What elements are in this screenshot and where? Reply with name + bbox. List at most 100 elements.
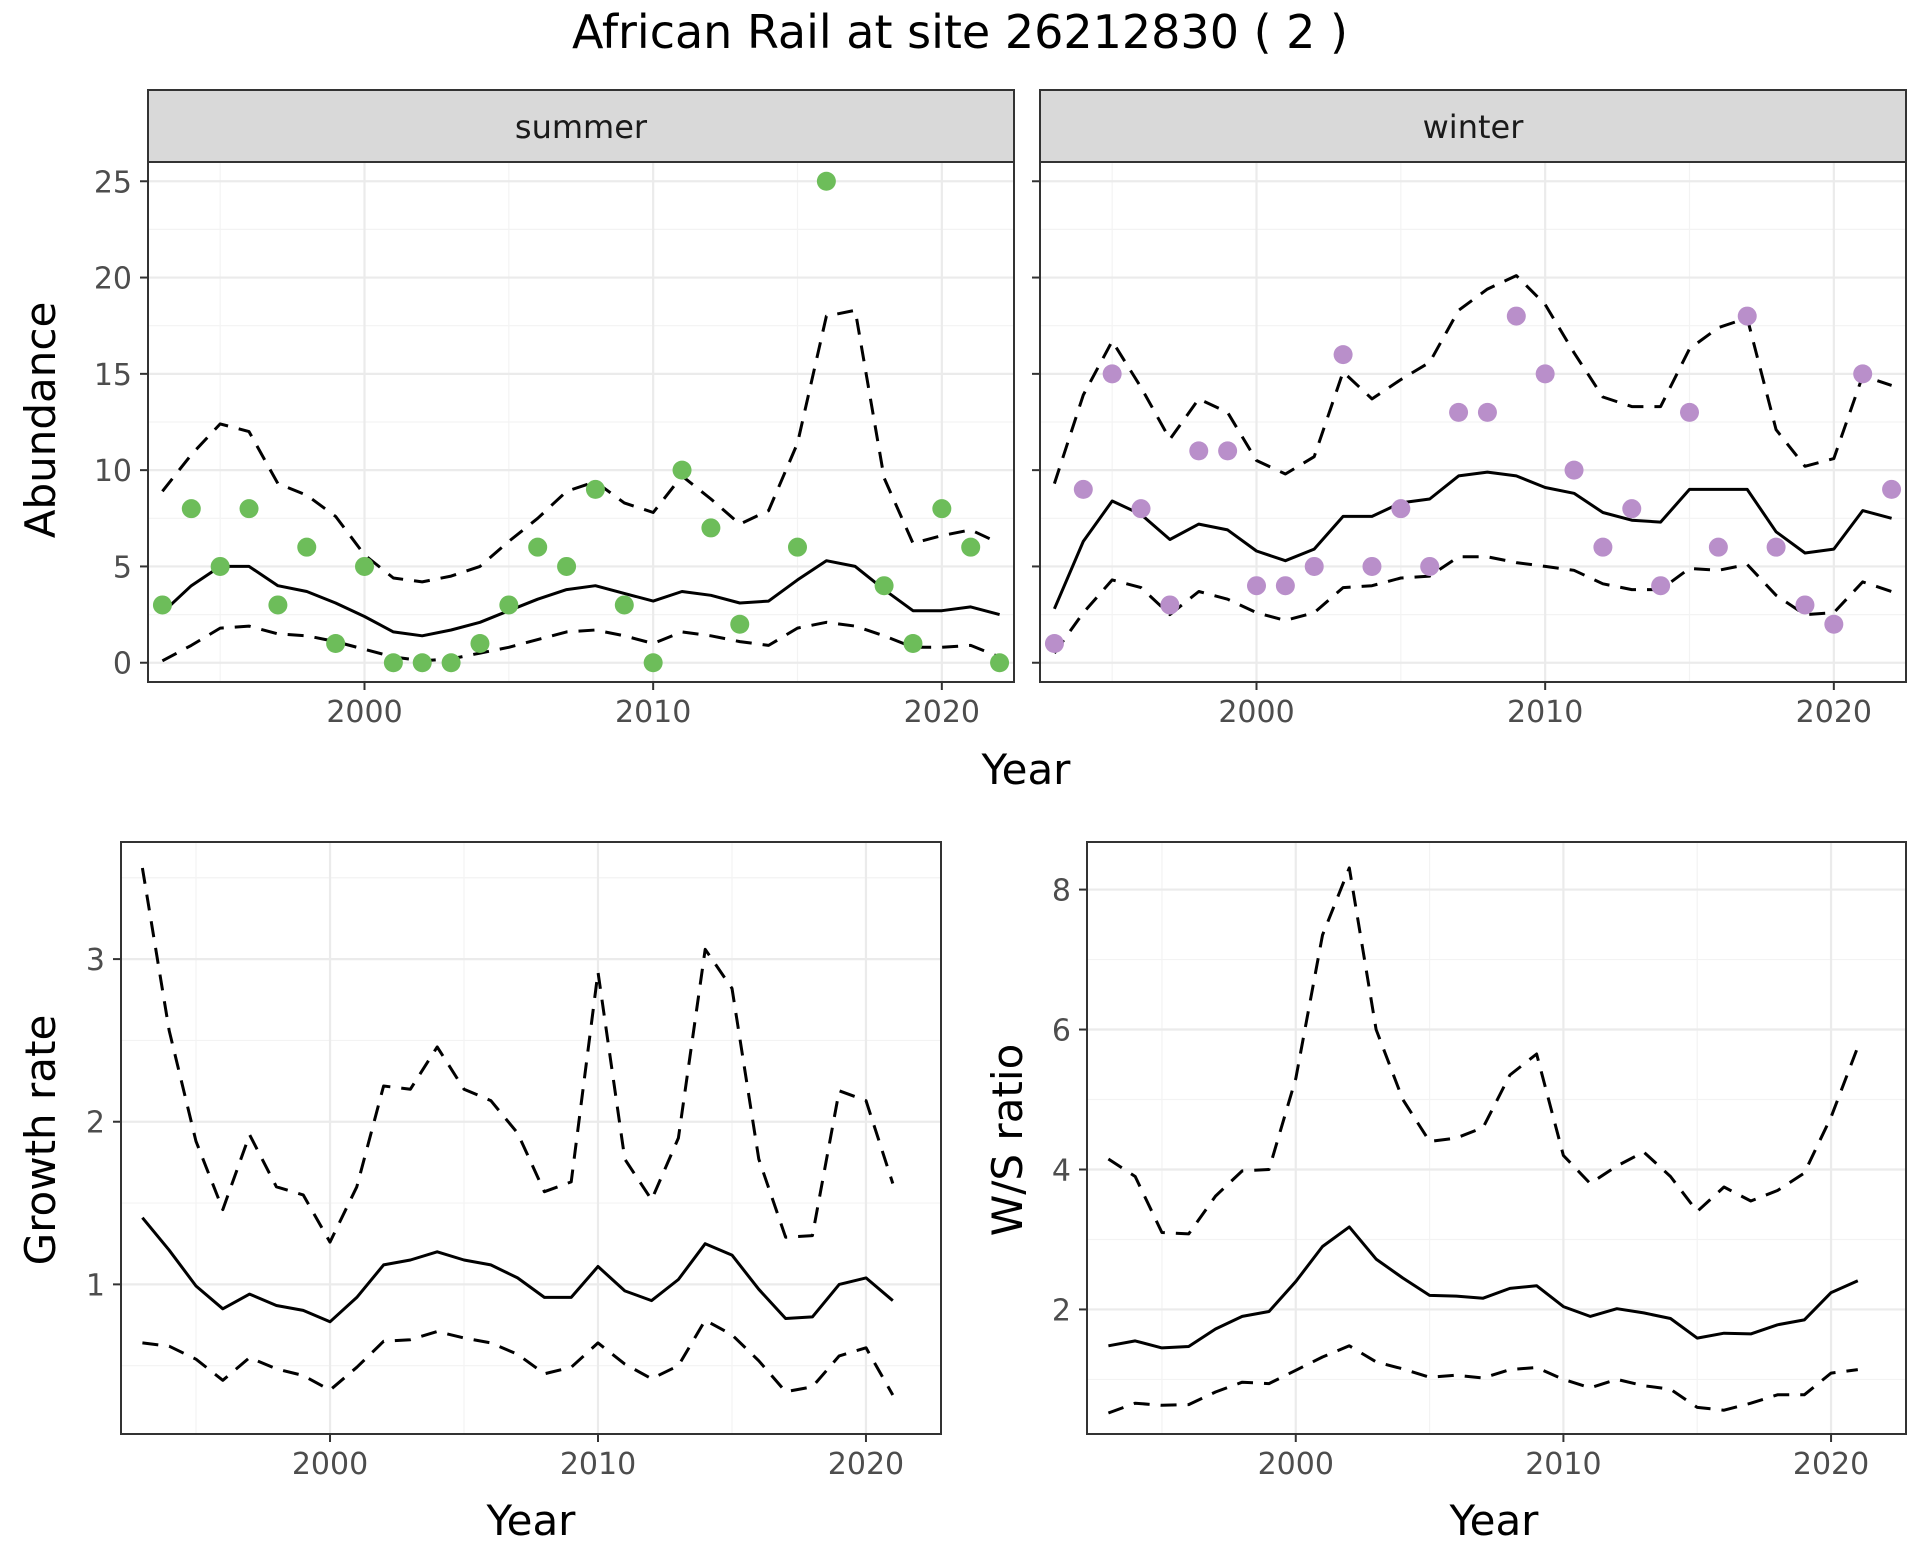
summer-data-point <box>470 633 490 653</box>
summer-data-point <box>961 537 981 557</box>
summer-data-point <box>701 518 721 538</box>
x-tick-label: 2010 <box>615 695 691 730</box>
panel-growth-rate: 2000 2010 2020 1 2 3 <box>86 841 942 1482</box>
x-tick-label: 2020 <box>904 695 980 730</box>
summer-data-point <box>816 171 836 191</box>
panel-summer: 2000 2010 2020 0 5 10 15 20 25 <box>94 161 1015 730</box>
summer-mean-line <box>161 559 1000 638</box>
y-tick-label: 3 <box>86 943 105 978</box>
summer-data-point <box>239 499 259 519</box>
winter-data-point <box>1275 576 1295 596</box>
summer-data-point <box>297 537 317 557</box>
x-tick-label: 2010 <box>1507 695 1583 730</box>
summer-upper-line <box>161 308 1001 584</box>
winter-data-point <box>1708 537 1728 557</box>
winter-data-point <box>1622 499 1642 519</box>
y-tick-label: 25 <box>94 165 132 200</box>
summer-data-point <box>730 614 750 634</box>
winter-data-point <box>1073 479 1093 499</box>
winter-data-point <box>1593 537 1613 557</box>
winter-data-point <box>1737 306 1757 326</box>
y-axis-title-growth: Growth rate <box>16 1015 65 1266</box>
summer-data-point <box>210 556 230 576</box>
x-axis-title-top: Year <box>981 745 1072 794</box>
winter-data-point <box>1160 595 1180 615</box>
summer-data-point <box>152 595 172 615</box>
winter-data-point <box>1795 595 1815 615</box>
summer-data-point <box>355 556 374 576</box>
summer-data-point <box>181 499 201 519</box>
ratio-upper-line <box>1107 866 1860 1236</box>
growth-lower-line <box>142 1318 895 1396</box>
summer-data-point <box>903 633 923 653</box>
x-tick-label: 2000 <box>1218 695 1294 730</box>
ratio-panel-border <box>1086 841 1907 1435</box>
summer-data-point <box>528 537 548 557</box>
summer-data-point <box>412 653 432 673</box>
winter-data-point <box>1824 614 1844 634</box>
winter-data-point <box>1651 576 1671 596</box>
winter-data-point <box>1044 633 1064 653</box>
y-tick-label: 4 <box>1052 1153 1071 1188</box>
x-tick-label: 2020 <box>828 1447 904 1482</box>
summer-data-point <box>874 576 894 596</box>
x-tick-label: 2010 <box>1525 1447 1601 1482</box>
winter-data-point <box>1362 556 1382 576</box>
y-axis-title-ratio: W/S ratio <box>983 1044 1032 1237</box>
x-tick-label: 2000 <box>292 1447 368 1482</box>
growth-panel-border <box>120 841 942 1435</box>
y-tick-label: 20 <box>94 262 132 297</box>
strip-summer <box>147 89 1015 163</box>
summer-data-point <box>672 460 692 480</box>
winter-lower-line <box>1053 555 1893 654</box>
summer-data-point <box>326 633 346 653</box>
x-axis-title-growth: Year <box>486 1496 577 1545</box>
ratio-lower-line <box>1107 1344 1858 1415</box>
summer-data-point <box>990 653 1010 673</box>
winter-data-point <box>1564 460 1584 480</box>
winter-data-point <box>1218 441 1238 461</box>
x-tick-label: 2020 <box>1793 1447 1869 1482</box>
y-tick-label: 15 <box>94 358 132 393</box>
y-tick-label: 2 <box>1052 1293 1071 1328</box>
summer-data-point <box>614 595 634 615</box>
summer-lower-line <box>161 620 1001 663</box>
winter-data-point <box>1247 576 1266 596</box>
y-axis-title-abundance: Abundance <box>16 302 65 539</box>
summer-data-point <box>932 499 952 519</box>
winter-data-point <box>1535 364 1555 384</box>
y-tick-label: 10 <box>94 454 132 489</box>
summer-data-point <box>788 537 807 557</box>
x-axis-title-ratio: Year <box>1449 1496 1540 1545</box>
summer-data-point <box>643 653 663 673</box>
x-tick-label: 2000 <box>326 695 402 730</box>
x-tick-label: 2010 <box>560 1447 636 1482</box>
y-tick-label: 8 <box>1052 874 1071 909</box>
summer-data-point <box>557 556 577 576</box>
winter-mean-line <box>1053 470 1892 610</box>
summer-data-point <box>268 595 288 615</box>
strip-winter <box>1039 89 1907 163</box>
winter-data-point <box>1506 306 1526 326</box>
winter-data-point <box>1102 364 1122 384</box>
x-tick-label: 2020 <box>1796 695 1872 730</box>
winter-data-point <box>1853 364 1873 384</box>
winter-data-point <box>1391 499 1411 519</box>
winter-data-point <box>1680 402 1699 422</box>
x-tick-label: 2000 <box>1258 1447 1334 1482</box>
summer-data-point <box>585 479 605 499</box>
winter-data-point <box>1882 479 1902 499</box>
y-tick-label: 0 <box>113 647 132 682</box>
strip-label-winter: winter <box>1423 108 1525 146</box>
winter-upper-line <box>1052 274 1893 485</box>
summer-data-point <box>383 653 403 673</box>
panel-ws-ratio: 2000 2010 2020 2 4 6 8 <box>1052 841 1907 1482</box>
winter-data-point <box>1449 402 1469 422</box>
figure-title: African Rail at site 26212830 ( 2 ) <box>572 5 1348 59</box>
y-tick-label: 6 <box>1052 1014 1071 1049</box>
growth-mean-line <box>141 1216 894 1324</box>
winter-data-point <box>1304 556 1324 576</box>
winter-data-point <box>1766 537 1786 557</box>
winter-data-point <box>1420 556 1440 576</box>
